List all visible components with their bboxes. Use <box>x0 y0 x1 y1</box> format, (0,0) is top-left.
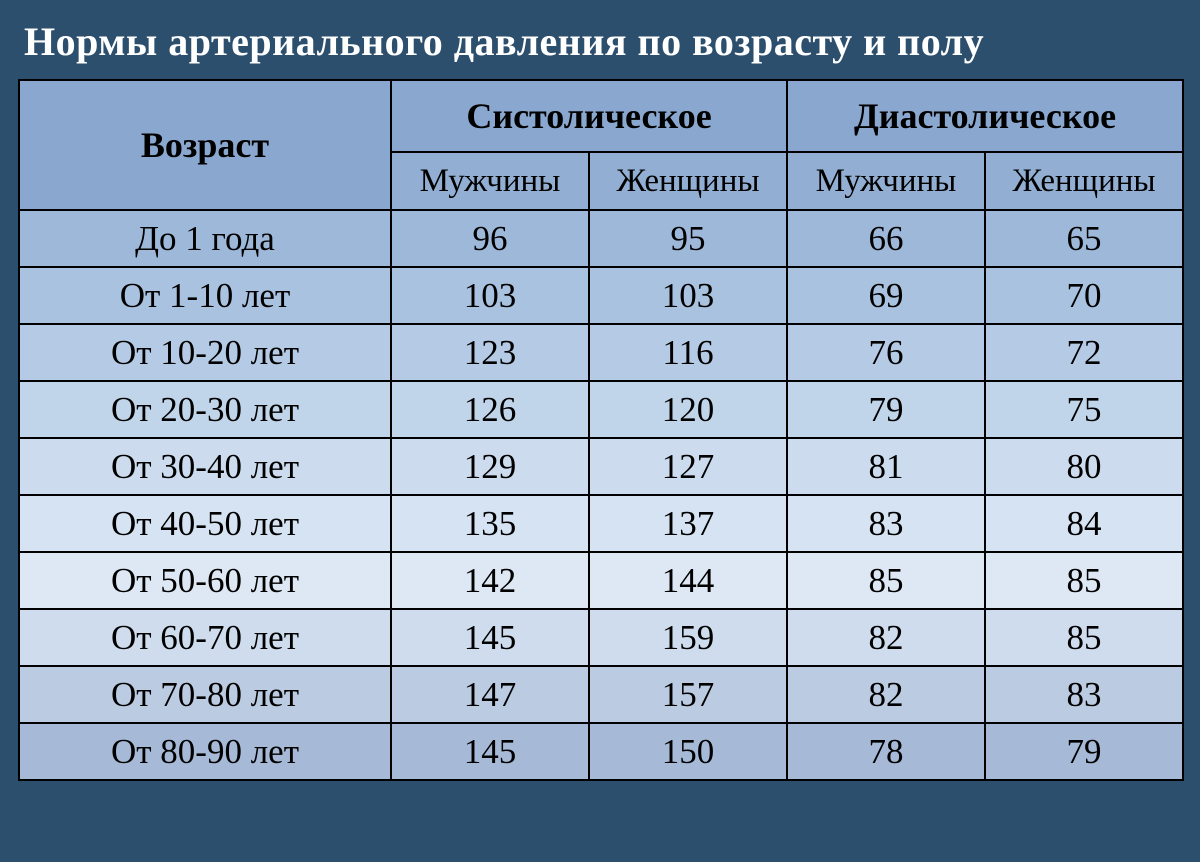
cell-sys-m: 135 <box>391 495 589 552</box>
cell-sys-w: 103 <box>589 267 787 324</box>
cell-dia-m: 79 <box>787 381 985 438</box>
cell-sys-w: 116 <box>589 324 787 381</box>
cell-sys-m: 147 <box>391 666 589 723</box>
cell-dia-m: 66 <box>787 210 985 267</box>
table-row: До 1 года 96 95 66 65 <box>19 210 1183 267</box>
cell-sys-m: 123 <box>391 324 589 381</box>
cell-dia-m: 85 <box>787 552 985 609</box>
cell-sys-m: 103 <box>391 267 589 324</box>
table-row: От 70-80 лет 147 157 82 83 <box>19 666 1183 723</box>
table-row: От 80-90 лет 145 150 78 79 <box>19 723 1183 780</box>
col-sys-men: Мужчины <box>391 152 589 210</box>
cell-sys-w: 150 <box>589 723 787 780</box>
cell-age: До 1 года <box>19 210 391 267</box>
cell-age: От 70-80 лет <box>19 666 391 723</box>
cell-sys-w: 144 <box>589 552 787 609</box>
cell-dia-m: 69 <box>787 267 985 324</box>
cell-age: От 50-60 лет <box>19 552 391 609</box>
col-dia-men: Мужчины <box>787 152 985 210</box>
cell-dia-m: 76 <box>787 324 985 381</box>
cell-dia-w: 65 <box>985 210 1183 267</box>
cell-sys-m: 142 <box>391 552 589 609</box>
cell-sys-m: 145 <box>391 609 589 666</box>
table-row: От 50-60 лет 142 144 85 85 <box>19 552 1183 609</box>
cell-sys-w: 157 <box>589 666 787 723</box>
cell-age: От 1-10 лет <box>19 267 391 324</box>
cell-dia-w: 85 <box>985 552 1183 609</box>
cell-sys-w: 95 <box>589 210 787 267</box>
table-row: От 30-40 лет 129 127 81 80 <box>19 438 1183 495</box>
cell-dia-w: 70 <box>985 267 1183 324</box>
cell-dia-w: 79 <box>985 723 1183 780</box>
cell-sys-m: 126 <box>391 381 589 438</box>
table-row: От 20-30 лет 126 120 79 75 <box>19 381 1183 438</box>
cell-age: От 40-50 лет <box>19 495 391 552</box>
cell-dia-m: 81 <box>787 438 985 495</box>
cell-sys-w: 127 <box>589 438 787 495</box>
col-dia-women: Женщины <box>985 152 1183 210</box>
table-row: От 1-10 лет 103 103 69 70 <box>19 267 1183 324</box>
cell-dia-w: 75 <box>985 381 1183 438</box>
col-age-header: Возраст <box>19 80 391 210</box>
cell-sys-m: 129 <box>391 438 589 495</box>
cell-sys-w: 159 <box>589 609 787 666</box>
cell-age: От 20-30 лет <box>19 381 391 438</box>
col-diastolic-header: Диастолическое <box>787 80 1183 152</box>
cell-sys-m: 145 <box>391 723 589 780</box>
cell-dia-w: 85 <box>985 609 1183 666</box>
page-title: Нормы артериального давления по возрасту… <box>24 18 1182 65</box>
cell-sys-w: 137 <box>589 495 787 552</box>
bp-table: Возраст Систолическое Диастолическое Муж… <box>18 79 1184 781</box>
table-row: От 60-70 лет 145 159 82 85 <box>19 609 1183 666</box>
cell-dia-w: 84 <box>985 495 1183 552</box>
table-row: От 10-20 лет 123 116 76 72 <box>19 324 1183 381</box>
page-container: Нормы артериального давления по возрасту… <box>0 0 1200 781</box>
cell-dia-m: 78 <box>787 723 985 780</box>
col-sys-women: Женщины <box>589 152 787 210</box>
cell-age: От 60-70 лет <box>19 609 391 666</box>
cell-sys-m: 96 <box>391 210 589 267</box>
cell-dia-w: 83 <box>985 666 1183 723</box>
cell-age: От 80-90 лет <box>19 723 391 780</box>
cell-dia-w: 80 <box>985 438 1183 495</box>
col-systolic-header: Систолическое <box>391 80 787 152</box>
cell-dia-w: 72 <box>985 324 1183 381</box>
cell-dia-m: 83 <box>787 495 985 552</box>
cell-dia-m: 82 <box>787 609 985 666</box>
table-body: До 1 года 96 95 66 65 От 1-10 лет 103 10… <box>19 210 1183 780</box>
cell-age: От 10-20 лет <box>19 324 391 381</box>
cell-sys-w: 120 <box>589 381 787 438</box>
cell-dia-m: 82 <box>787 666 985 723</box>
cell-age: От 30-40 лет <box>19 438 391 495</box>
table-row: От 40-50 лет 135 137 83 84 <box>19 495 1183 552</box>
